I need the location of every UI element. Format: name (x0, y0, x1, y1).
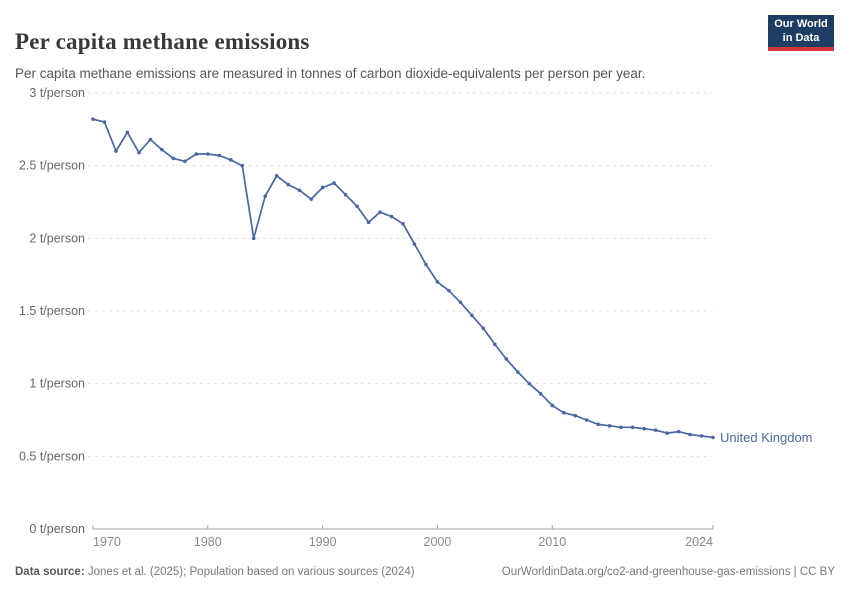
data-point (516, 370, 520, 374)
chart-plot-area[interactable] (93, 93, 713, 529)
data-point (217, 153, 222, 158)
data-point (481, 326, 486, 331)
data-point (653, 428, 658, 432)
data-point (297, 188, 302, 193)
chart-footer: Data source: Jones et al. (2025); Popula… (15, 566, 835, 578)
data-point (228, 158, 233, 162)
owid-logo-line2: in Data (782, 31, 820, 44)
data-point (504, 357, 509, 361)
data-point (171, 156, 176, 161)
data-point (194, 152, 199, 156)
data-point (114, 149, 118, 153)
y-tick-label: 2.5 t/person (19, 159, 85, 173)
data-point (584, 418, 589, 422)
data-point (183, 159, 187, 164)
data-point (206, 152, 210, 156)
data-point (470, 313, 474, 318)
data-point (607, 424, 612, 428)
owid-logo-red-bar (768, 47, 834, 51)
page-title: Per capita methane emissions (15, 29, 310, 55)
y-tick-label: 0.5 t/person (19, 449, 85, 463)
data-point (401, 222, 405, 226)
data-point (619, 425, 623, 430)
data-point (642, 426, 646, 431)
x-tick-label: 2000 (424, 535, 452, 549)
data-source-label: Data source: (15, 566, 85, 578)
data-point (458, 300, 463, 305)
data-point (343, 192, 348, 197)
y-tick-label: 2 t/person (29, 231, 85, 245)
y-tick-label: 1 t/person (29, 377, 85, 391)
x-tick-label: 2010 (538, 535, 566, 549)
data-point (274, 174, 279, 178)
x-tick-label: 1990 (309, 535, 337, 549)
data-point (263, 194, 268, 198)
data-source-text: Data source: Jones et al. (2025); Popula… (15, 566, 415, 578)
data-point (676, 429, 681, 434)
data-point (527, 381, 532, 386)
chart-subtitle: Per capita methane emissions are measure… (15, 65, 646, 81)
data-point (148, 137, 153, 142)
data-point (286, 182, 290, 187)
data-point (389, 214, 394, 219)
data-point (378, 210, 382, 214)
data-point (125, 130, 130, 135)
data-point (102, 120, 107, 124)
data-source-value: Jones et al. (2025); Population based on… (87, 566, 415, 578)
data-point (447, 288, 451, 293)
data-point (561, 410, 566, 415)
x-tick-label: 1980 (194, 535, 222, 549)
series-label-united-kingdom: United Kingdom (720, 430, 813, 445)
data-point (251, 236, 256, 241)
data-point (412, 242, 417, 246)
data-point (688, 432, 692, 437)
data-point (550, 403, 555, 408)
data-point (240, 163, 245, 168)
x-tick-label: 2024 (685, 535, 713, 549)
y-tick-label: 3 t/person (29, 86, 85, 100)
data-point (538, 392, 543, 396)
data-point (355, 204, 359, 209)
data-point (435, 280, 440, 284)
data-point (493, 342, 497, 347)
data-point (309, 197, 313, 201)
line-chart: 0 t/person 0.5 t/person 1 t/person 1.5 t/pe… (19, 86, 813, 549)
data-point (699, 434, 704, 438)
data-point (160, 147, 164, 152)
data-point (137, 150, 141, 155)
y-tick-label: 0 t/person (29, 522, 85, 536)
x-tick-label: 1970 (93, 535, 121, 549)
owid-logo-box: Our World in Data (768, 15, 834, 47)
data-point (630, 425, 635, 430)
data-point (332, 181, 336, 185)
owid-logo-line1: Our World (774, 18, 828, 30)
y-tick-label: 1.5 t/person (19, 304, 85, 318)
owid-logo: Our World in Data (768, 15, 834, 51)
data-point (711, 435, 715, 440)
data-point (424, 262, 428, 267)
data-point (91, 117, 95, 121)
data-point (320, 185, 325, 190)
data-point (573, 413, 578, 418)
data-point (366, 220, 371, 225)
data-point (596, 422, 600, 427)
license-text: OurWorldinData.org/co2-and-greenhouse-ga… (501, 566, 835, 578)
data-point (665, 431, 669, 435)
